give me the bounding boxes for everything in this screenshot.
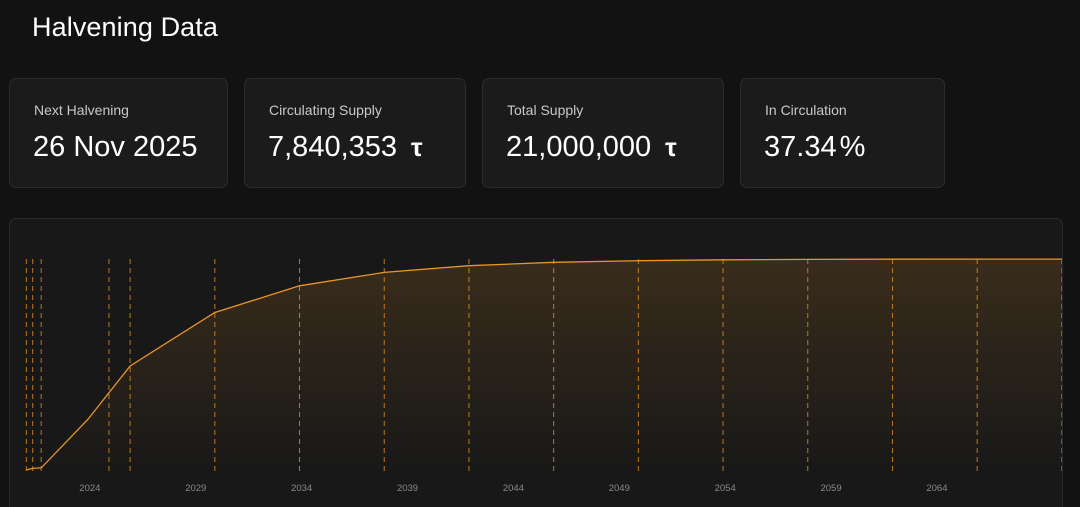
supply-chart: 2024 2029 2034 2039 2044 2049 2054 2059 2064 <box>25 258 1062 494</box>
x-axis-ticks: 2024 2029 2034 2039 2044 2049 2054 2059 2064 <box>79 483 947 494</box>
in-circulation-number: 37.34 <box>764 131 837 163</box>
x-tick-label: 2034 <box>291 483 312 494</box>
x-tick-label: 2044 <box>503 483 524 494</box>
in-circulation-card: In Circulation 37.34% <box>740 78 945 188</box>
circulating-supply-value: 7,840,353 τ <box>268 131 423 164</box>
supply-area <box>26 259 1062 473</box>
x-tick-label: 2064 <box>926 483 947 494</box>
percent-unit: % <box>839 131 866 163</box>
circulating-supply-card: Circulating Supply 7,840,353 τ <box>244 78 466 188</box>
x-tick-label: 2054 <box>715 483 736 494</box>
next-halvening-value: 26 Nov 2025 <box>33 131 197 164</box>
next-halvening-card: Next Halvening 26 Nov 2025 <box>9 78 228 188</box>
supply-line <box>26 258 1062 471</box>
next-halvening-date: 26 Nov 2025 <box>33 131 198 163</box>
page-title: Halvening Data <box>32 12 219 42</box>
in-circulation-value: 37.34% <box>764 131 865 164</box>
x-tick-label: 2029 <box>185 483 206 494</box>
next-halvening-label: Next Halvening <box>34 102 129 118</box>
tao-unit-icon: τ <box>411 132 423 162</box>
in-circulation-label: In Circulation <box>765 102 847 118</box>
total-supply-card: Total Supply 21,000,000 τ <box>482 78 724 188</box>
x-tick-label: 2039 <box>397 483 418 494</box>
tao-unit-icon: τ <box>665 132 677 162</box>
supply-chart-panel: 2024 2029 2034 2039 2044 2049 2054 2059 2064 <box>9 218 1063 507</box>
circulating-supply-number: 7,840,353 <box>268 131 398 163</box>
total-supply-number: 21,000,000 <box>506 131 652 163</box>
x-tick-label: 2049 <box>609 483 630 494</box>
circulating-supply-label: Circulating Supply <box>269 102 382 118</box>
x-tick-label: 2059 <box>820 483 841 494</box>
total-supply-value: 21,000,000 τ <box>506 131 677 164</box>
total-supply-label: Total Supply <box>507 102 584 118</box>
x-tick-label: 2024 <box>79 483 100 494</box>
